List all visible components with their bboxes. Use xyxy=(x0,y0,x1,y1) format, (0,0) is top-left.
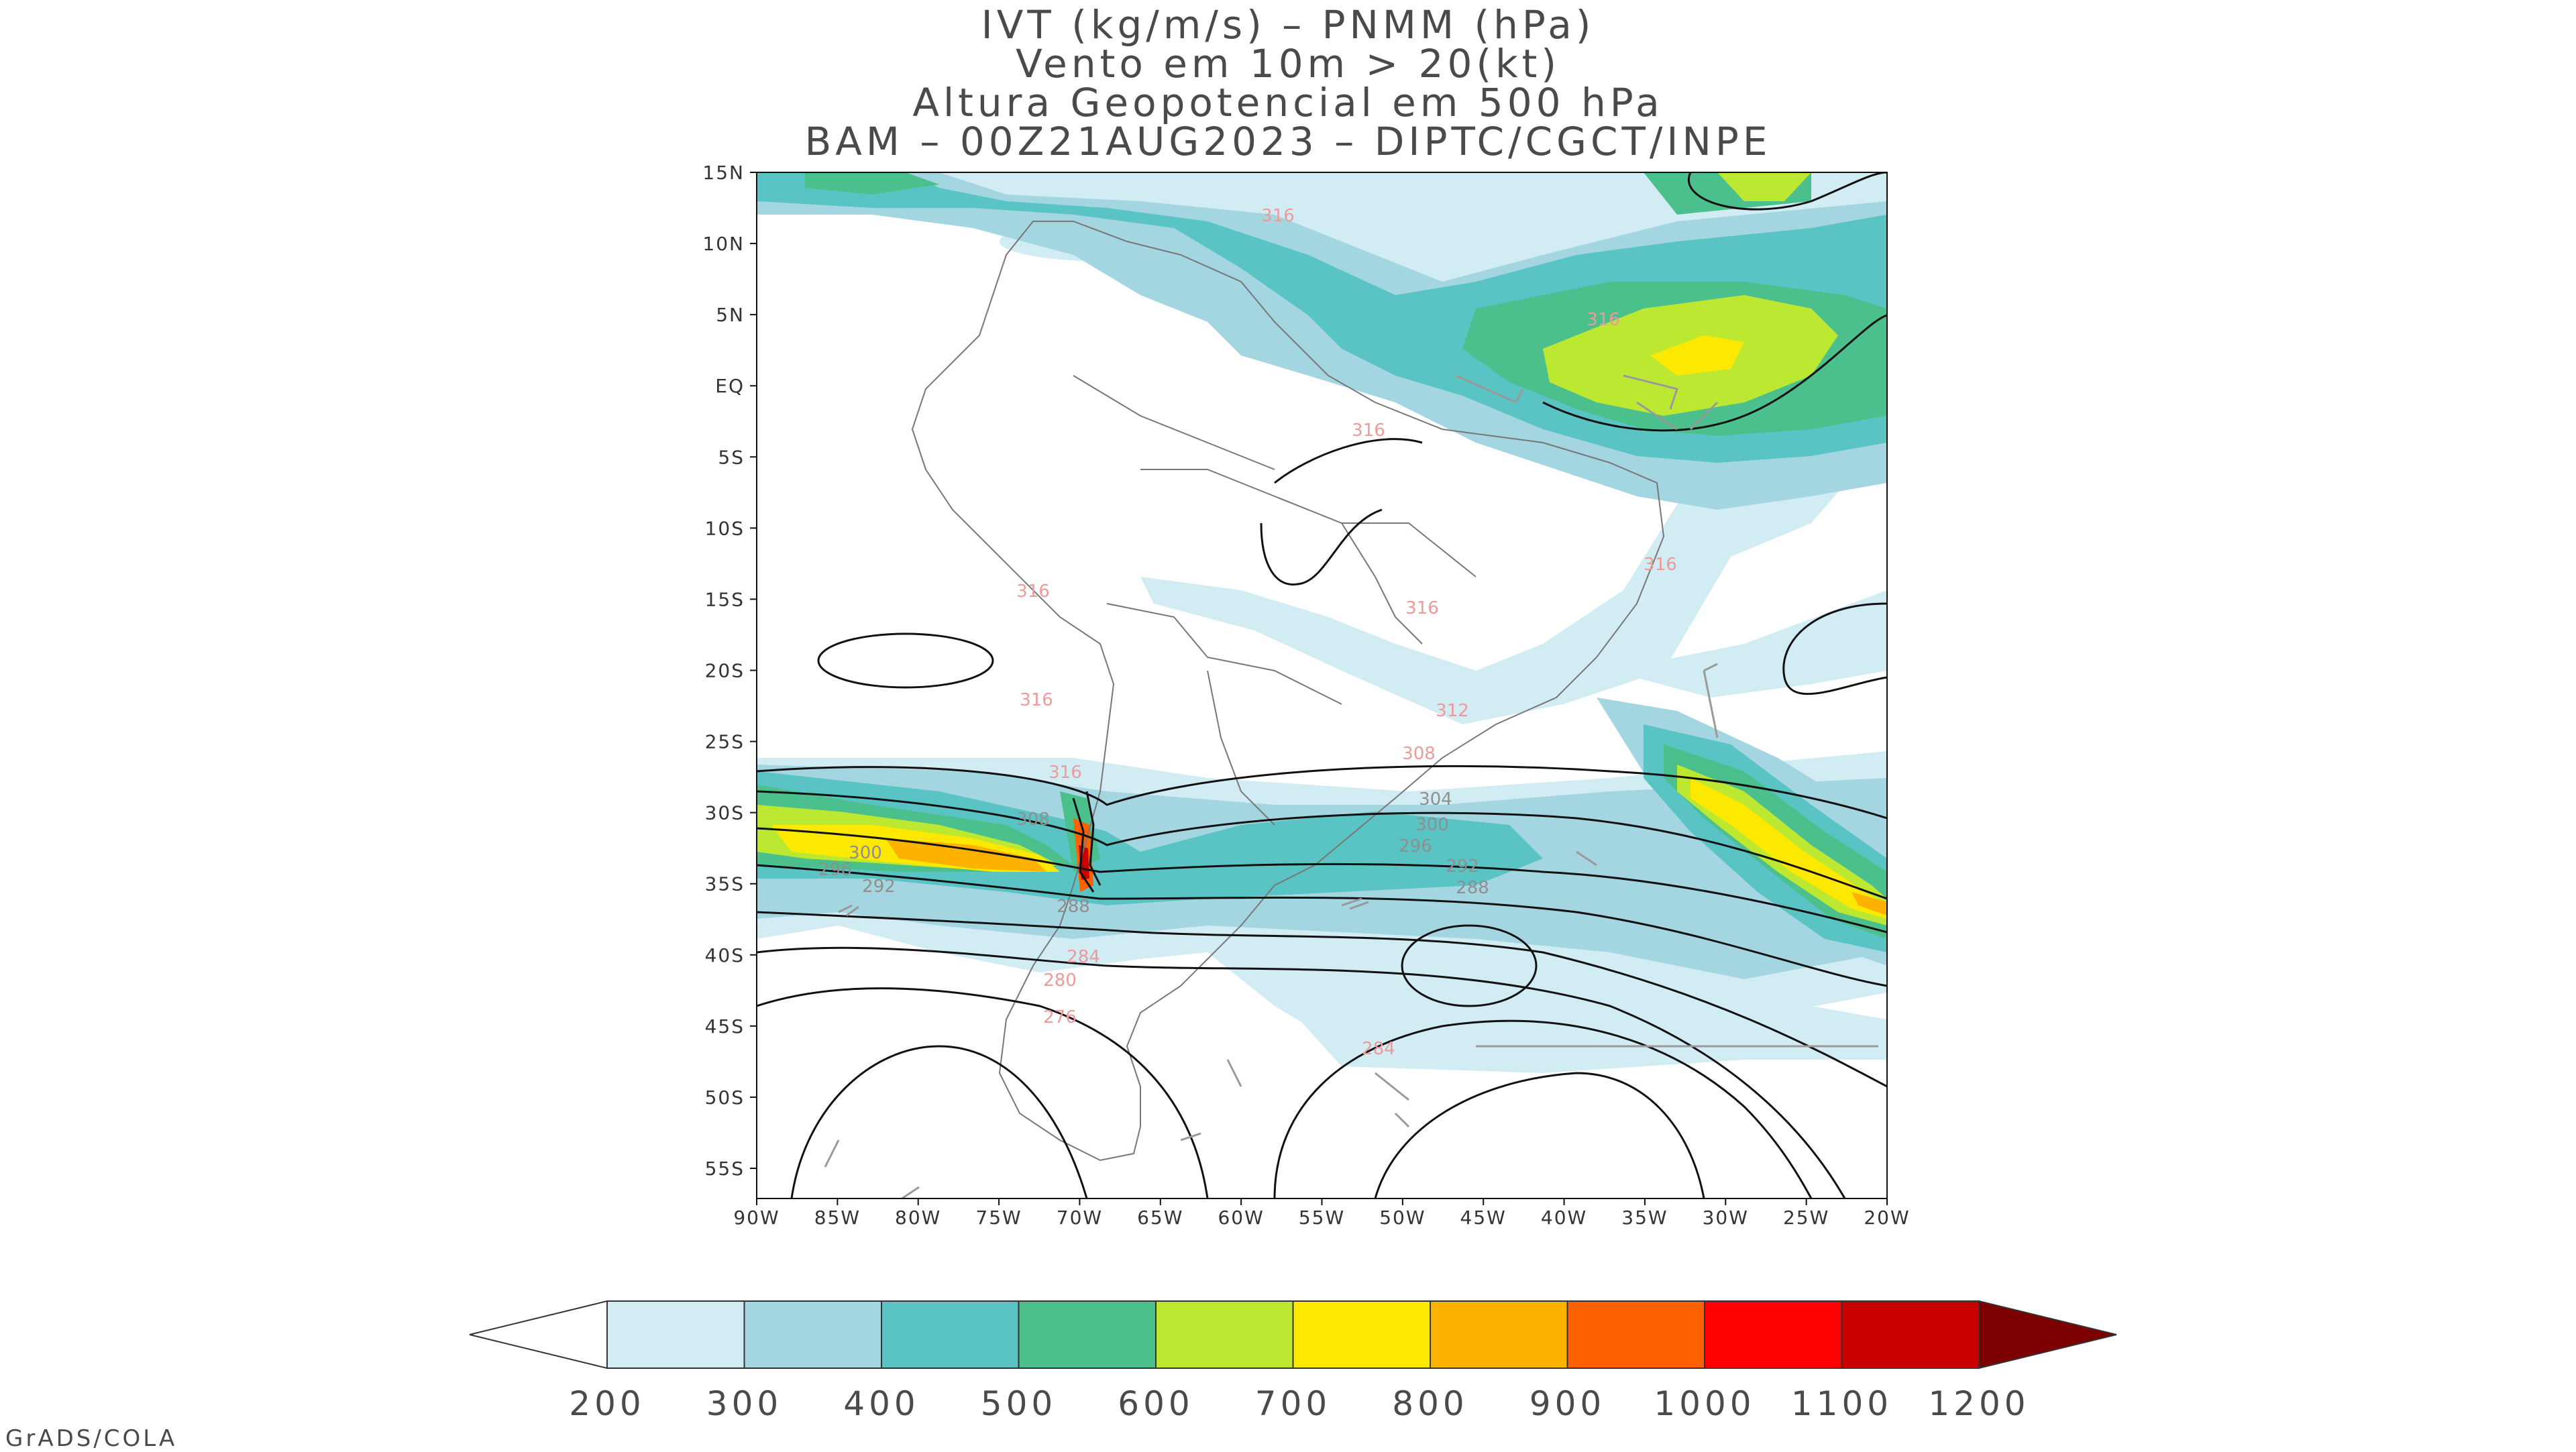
colorbar-box xyxy=(743,1300,882,1369)
contour-label: 316 xyxy=(1020,690,1053,710)
title-line-4: BAM – 00Z21AUG2023 – DIPTC/CGCT/INPE xyxy=(804,119,1772,164)
lat-tick-label: 30S xyxy=(705,802,745,824)
contour-label: 284 xyxy=(1362,1039,1395,1059)
colorbar-box xyxy=(1566,1300,1705,1369)
colorbar-label: 600 xyxy=(1118,1384,1193,1423)
coastlines xyxy=(911,221,1665,1162)
colorbar: 200 300 400 500 600 700 800 900 1000 1100 1200 xyxy=(469,1300,2117,1423)
contour-label: 296 xyxy=(1399,836,1432,856)
lon-tick-label: 35W xyxy=(1621,1207,1668,1229)
lon-tick-label: 80W xyxy=(895,1207,941,1229)
lat-tick-label: 15N xyxy=(702,162,745,184)
colorbar-box xyxy=(881,1300,1020,1369)
lat-tick-label: 5S xyxy=(718,446,745,468)
colorbar-label: 1100 xyxy=(1791,1384,1892,1423)
lon-tick-label: 20W xyxy=(1864,1207,1910,1229)
title-line-1: IVT (kg/m/s) – PNMM (hPa) xyxy=(981,2,1595,48)
contour-label: 292 xyxy=(862,877,896,897)
lon-tick-label: 85W xyxy=(814,1207,861,1229)
contour-label: 296 xyxy=(818,860,852,880)
contour-label: 316 xyxy=(1049,763,1082,783)
latitude-axis: 15N 10N 5N EQ 5S 10S 15S 20S 25S 30S 35S 40S 45S 50S 5… xyxy=(702,162,757,1180)
colorbar-box xyxy=(1155,1300,1294,1369)
contour-label: 312 xyxy=(1436,701,1469,721)
lat-tick-label: EQ xyxy=(715,375,745,397)
contour-labels: 316 316 316 316 316 316 316 312 316 308 … xyxy=(818,206,1677,1059)
lon-tick-label: 70W xyxy=(1057,1207,1103,1229)
lon-tick-label: 40W xyxy=(1541,1207,1587,1229)
contour-label: 316 xyxy=(1261,206,1295,226)
title-line-3: Altura Geopotencial em 500 hPa xyxy=(912,80,1664,125)
colorbar-label: 300 xyxy=(706,1384,782,1423)
colorbar-label: 400 xyxy=(843,1384,919,1423)
colorbar-label: 800 xyxy=(1392,1384,1468,1423)
lat-tick-label: 5N xyxy=(716,304,745,326)
colorbar-box xyxy=(606,1300,745,1369)
contour-label: 288 xyxy=(1456,878,1489,898)
colorbar-box xyxy=(1430,1300,1568,1369)
contour-label: 308 xyxy=(1402,744,1436,764)
contour-label: 280 xyxy=(1043,970,1077,991)
credit-text: GrADS/COLA xyxy=(5,1425,178,1452)
lon-tick-label: 90W xyxy=(733,1207,780,1229)
colorbar-label: 200 xyxy=(569,1384,645,1423)
geopotential-contours xyxy=(757,172,1887,1198)
contour-label: 316 xyxy=(1016,581,1050,602)
lon-tick-label: 30W xyxy=(1703,1207,1749,1229)
colorbar-arrow-high xyxy=(1978,1300,2117,1370)
contour-label: 316 xyxy=(1644,555,1677,575)
colorbar-label: 1000 xyxy=(1654,1384,1755,1423)
lat-tick-label: 25S xyxy=(705,731,745,753)
colorbar-arrow-low xyxy=(469,1300,608,1370)
colorbar-label: 500 xyxy=(981,1384,1057,1423)
lat-tick-label: 20S xyxy=(705,660,745,682)
lon-tick-label: 55W xyxy=(1299,1207,1345,1229)
ivt-shading xyxy=(757,172,1887,1073)
contour-label: 292 xyxy=(1446,856,1479,877)
lat-tick-label: 10S xyxy=(705,517,745,539)
lon-tick-label: 75W xyxy=(975,1207,1022,1229)
title-line-2: Vento em 10m > 20(kt) xyxy=(1015,41,1561,87)
lon-tick-label: 25W xyxy=(1783,1207,1829,1229)
contour-label: 308 xyxy=(1016,809,1050,830)
lon-tick-label: 50W xyxy=(1379,1207,1426,1229)
colorbar-label: 700 xyxy=(1255,1384,1331,1423)
lat-tick-label: 55S xyxy=(705,1158,745,1180)
contour-label: 288 xyxy=(1057,897,1090,917)
contour-label: 276 xyxy=(1043,1007,1077,1027)
colorbar-box xyxy=(1018,1300,1157,1369)
contour-label: 304 xyxy=(1419,789,1452,809)
lat-tick-label: 10N xyxy=(702,233,745,255)
longitude-axis: 90W 85W 80W 75W 70W 65W 60W 55W 50W 45W 40W 35W 30W 2… xyxy=(733,1198,1910,1229)
lat-tick-label: 40S xyxy=(705,944,745,966)
colorbar-label: 900 xyxy=(1529,1384,1605,1423)
lat-tick-label: 35S xyxy=(705,873,745,895)
contour-label: 284 xyxy=(1067,947,1100,967)
colorbar-box xyxy=(1292,1300,1431,1369)
contour-label: 300 xyxy=(849,843,882,863)
lon-tick-label: 60W xyxy=(1218,1207,1264,1229)
colorbar-box xyxy=(1704,1300,1843,1369)
colorbar-box xyxy=(1841,1300,1980,1369)
contour-label: 316 xyxy=(1587,310,1620,330)
contour-label: 316 xyxy=(1405,598,1439,618)
lat-tick-label: 15S xyxy=(705,588,745,610)
lat-tick-label: 45S xyxy=(705,1015,745,1038)
wind-barbs xyxy=(824,374,1878,1198)
lat-tick-label: 50S xyxy=(705,1086,745,1109)
lon-tick-label: 65W xyxy=(1137,1207,1183,1229)
contour-label: 300 xyxy=(1415,815,1449,835)
contour-label: 316 xyxy=(1352,421,1385,441)
colorbar-label: 1200 xyxy=(1928,1384,2029,1423)
lon-tick-label: 45W xyxy=(1460,1207,1507,1229)
